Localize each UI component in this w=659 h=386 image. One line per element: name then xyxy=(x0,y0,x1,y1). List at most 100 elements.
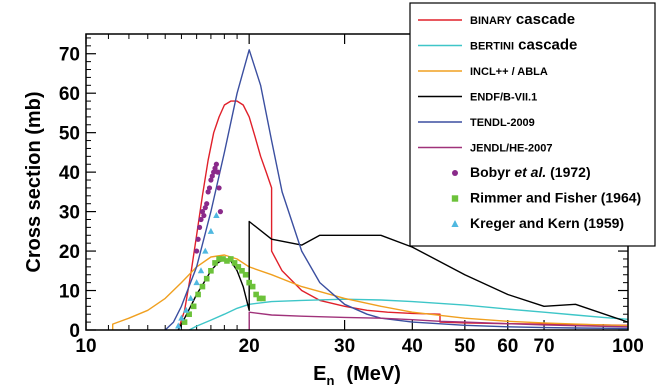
legend-label-name: Rimmer and Fisher (1964) xyxy=(470,190,641,206)
data-point-bobyr xyxy=(199,209,206,215)
x-axis-title-sub: n xyxy=(326,373,334,386)
data-point-rimmer-and-fisher-1964 xyxy=(195,291,201,298)
data-point-rimmer-and-fisher-1964 xyxy=(239,268,245,274)
x-tick-label: 70 xyxy=(533,336,554,357)
legend-label: Rimmer and Fisher (1964) xyxy=(470,190,641,206)
data-point-bobyr xyxy=(216,185,222,191)
data-point-rimmer-and-fisher-1964 xyxy=(228,256,234,262)
data-point-rimmer-and-fisher-1964 xyxy=(181,319,188,325)
data-point-rimmer-and-fisher-1964 xyxy=(199,283,206,290)
data-point-kreger-and-kern-1959 xyxy=(207,227,215,234)
x-tick-label: 50 xyxy=(454,336,475,357)
legend-label-name: JENDL/HE-2007 xyxy=(470,143,553,155)
y-tick-label: 60 xyxy=(59,84,80,105)
series-line-bertini xyxy=(188,298,628,330)
legend-entry-kreger-and-kern-1959: Kreger and Kern (1959) xyxy=(451,215,624,231)
data-point-rimmer-and-fisher-1964 xyxy=(208,268,214,274)
x-axis-title-main: E xyxy=(313,363,326,385)
data-point-rimmer-and-fisher-1964 xyxy=(190,303,197,310)
series-line-binary xyxy=(177,100,628,330)
legend-label-name: INCL++ / ABLA xyxy=(470,66,548,78)
data-point-kreger-and-kern-1959 xyxy=(182,306,190,313)
legend-label: INCL++ / ABLA xyxy=(470,66,548,78)
legend-entry-endf-b-vii-1: ENDF/B-VII.1 xyxy=(418,92,537,104)
legend-label: BINARY cascade xyxy=(470,11,575,28)
legend-swatch-triangle xyxy=(451,220,459,227)
series-line-incl-abla xyxy=(111,254,628,330)
data-point-bobyr xyxy=(209,173,215,179)
data-point-rimmer-and-fisher-1964 xyxy=(256,295,263,302)
data-point-rimmer-and-fisher-1964 xyxy=(249,283,256,290)
data-point-bobyr xyxy=(196,224,203,230)
legend-entry-rimmer-and-fisher-1964: Rimmer and Fisher (1964) xyxy=(451,190,641,206)
legend: BINARY cascade BERTINI cascade INCL++ / AB… xyxy=(409,2,656,247)
legend-entry-binary: BINARY cascade xyxy=(418,11,575,28)
series-line-jendl-he-2007 xyxy=(248,311,628,330)
series-line-tendl-2009 xyxy=(164,49,628,330)
legend-label-name: TENDL-2009 xyxy=(470,117,535,129)
x-tick-label: 100 xyxy=(612,336,644,357)
y-tick-label: 70 xyxy=(59,45,80,66)
legend-label: BERTINI cascade xyxy=(470,37,577,54)
y-tick-label: 50 xyxy=(59,124,80,145)
data-point-bobyr xyxy=(202,205,208,211)
data-point-rimmer-and-fisher-1964 xyxy=(242,271,249,278)
data-point-rimmer-and-fisher-1964 xyxy=(216,256,222,262)
data-point-bobyr xyxy=(213,161,219,167)
data-point-bobyr xyxy=(195,236,201,242)
legend-label-name: BINARY xyxy=(470,15,512,27)
x-tick-label: 30 xyxy=(334,336,355,357)
x-tick-label: 20 xyxy=(239,336,260,357)
legend-label: ENDF/B-VII.1 xyxy=(470,92,537,104)
data-point-kreger-and-kern-1959 xyxy=(202,247,209,254)
data-point-bobyr xyxy=(208,177,214,183)
data-point-rimmer-and-fisher-1964 xyxy=(186,311,192,318)
legend-label: TENDL-2009 xyxy=(470,117,535,129)
data-point-rimmer-and-fisher-1964 xyxy=(235,264,242,270)
legend-entry-incl-abla: INCL++ / ABLA xyxy=(418,66,548,78)
data-point-rimmer-and-fisher-1964 xyxy=(224,258,230,264)
legend-label-suffix: (1972) xyxy=(546,164,590,180)
data-point-kreger-and-kern-1959 xyxy=(178,314,185,321)
data-point-rimmer-and-fisher-1964 xyxy=(253,291,259,298)
x-axis-title-units: (MeV) xyxy=(346,363,400,385)
legend-entry-tendl-2009: TENDL-2009 xyxy=(418,117,535,129)
legend-label-name: Kreger and Kern (1959) xyxy=(470,215,624,231)
x-tick-label: 60 xyxy=(497,336,518,357)
legend-label-italic: et al. xyxy=(510,164,546,180)
y-tick-label: 0 xyxy=(69,321,80,342)
data-point-rimmer-and-fisher-1964 xyxy=(220,256,226,262)
y-tick-label: 20 xyxy=(59,242,80,263)
x-tick-label: 10 xyxy=(75,336,96,357)
data-point-rimmer-and-fisher-1964 xyxy=(212,260,218,266)
data-point-kreger-and-kern-1959 xyxy=(197,267,205,274)
y-tick-label: 30 xyxy=(59,203,80,224)
series-layer xyxy=(111,49,628,330)
data-point-bobyr xyxy=(201,212,207,219)
data-point-bobyr xyxy=(211,169,217,175)
data-point-rimmer-and-fisher-1964 xyxy=(260,295,266,302)
legend-entry-jendl-he-2007: JENDL/HE-2007 xyxy=(418,143,553,155)
data-point-bobyr xyxy=(204,201,210,207)
x-axis-title: En (MeV) xyxy=(313,363,401,386)
legend-label-name: Bobyr xyxy=(470,164,511,180)
legend-swatch-square xyxy=(451,195,459,202)
y-axis-title: Cross section (mb) xyxy=(23,91,45,272)
legend-box xyxy=(409,2,656,247)
y-tick-label: 40 xyxy=(59,163,80,184)
legend-label-name: ENDF/B-VII.1 xyxy=(470,92,537,104)
legend-entries: BINARY cascade BERTINI cascade INCL++ / AB… xyxy=(418,11,641,231)
data-point-bobyr xyxy=(194,248,200,254)
data-point-rimmer-and-fisher-1964 xyxy=(231,260,238,266)
data-point-rimmer-and-fisher-1964 xyxy=(203,275,210,282)
data-point-rimmer-and-fisher-1964 xyxy=(246,279,252,286)
data-point-bobyr xyxy=(198,216,204,223)
legend-label: JENDL/HE-2007 xyxy=(470,143,553,155)
data-point-kreger-and-kern-1959 xyxy=(187,294,194,301)
legend-label: Bobyr et al. (1972) xyxy=(470,164,591,180)
data-point-kreger-and-kern-1959 xyxy=(213,212,220,219)
legend-label: Kreger and Kern (1959) xyxy=(470,215,624,231)
x-tick-label: 40 xyxy=(402,336,423,357)
